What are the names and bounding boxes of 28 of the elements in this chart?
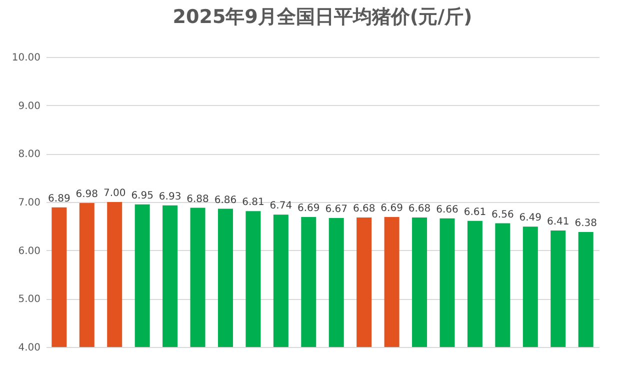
data-label: 6.95 [131, 190, 154, 202]
y-tick-label: 9.00 [18, 100, 40, 112]
data-label: 6.69 [380, 202, 403, 214]
data-label: 6.67 [325, 204, 348, 215]
data-label: 6.61 [464, 206, 486, 218]
data-label: 6.69 [298, 202, 320, 214]
data-label: 6.66 [436, 204, 458, 216]
data-label: 6.41 [546, 216, 570, 228]
y-tick-label: 6.00 [18, 246, 40, 257]
y-tick-label: 4.00 [18, 342, 40, 354]
data-label: 6.88 [186, 194, 209, 205]
data-label: 6.68 [352, 203, 376, 214]
data-label: 6.68 [408, 203, 431, 214]
y-tick-label: 5.00 [18, 294, 40, 306]
data-label: 6.86 [214, 194, 237, 206]
data-label: 6.56 [492, 209, 514, 220]
data-label: 6.74 [270, 200, 292, 212]
y-tick-label: 10.00 [12, 52, 40, 64]
data-label: 6.93 [158, 191, 182, 202]
data-label: 6.49 [519, 212, 542, 224]
data-label: 6.89 [48, 193, 70, 204]
y-tick-label: 8.00 [18, 149, 40, 160]
data-label: 6.98 [76, 188, 98, 200]
chart-title: 2025年9月全国日平均猪价(元/斤) [172, 6, 472, 28]
data-label: 7.00 [103, 188, 126, 199]
y-tick-label: 7.00 [18, 198, 40, 208]
data-label: 6.38 [574, 218, 597, 229]
data-label: 6.81 [242, 197, 264, 208]
